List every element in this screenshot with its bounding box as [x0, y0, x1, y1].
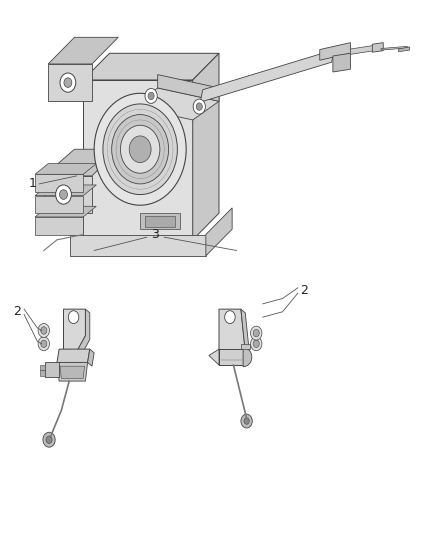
Circle shape [251, 337, 262, 351]
Polygon shape [35, 164, 96, 174]
Circle shape [43, 432, 55, 447]
Circle shape [60, 73, 76, 92]
Polygon shape [145, 216, 175, 227]
Circle shape [38, 337, 49, 351]
Polygon shape [243, 348, 252, 367]
Circle shape [38, 324, 49, 337]
Circle shape [103, 104, 177, 195]
Text: 1: 1 [29, 177, 37, 190]
Polygon shape [193, 53, 219, 240]
Circle shape [68, 311, 79, 324]
Polygon shape [40, 365, 45, 370]
Circle shape [251, 326, 262, 340]
Polygon shape [35, 217, 83, 235]
Circle shape [145, 88, 157, 103]
Circle shape [225, 311, 235, 324]
Polygon shape [64, 309, 85, 360]
Circle shape [56, 185, 71, 204]
Polygon shape [48, 64, 92, 101]
Polygon shape [35, 185, 96, 196]
Polygon shape [83, 80, 193, 240]
Polygon shape [381, 46, 407, 50]
Polygon shape [241, 344, 250, 349]
Polygon shape [44, 176, 92, 213]
Polygon shape [83, 53, 219, 80]
Circle shape [64, 78, 72, 87]
Circle shape [253, 329, 259, 337]
Circle shape [193, 99, 205, 114]
Circle shape [94, 93, 186, 205]
Polygon shape [333, 53, 350, 72]
Circle shape [148, 92, 154, 100]
Polygon shape [72, 309, 90, 364]
Polygon shape [35, 206, 96, 217]
Polygon shape [60, 366, 85, 378]
Circle shape [241, 414, 252, 428]
Polygon shape [219, 309, 245, 360]
Circle shape [41, 340, 47, 348]
Polygon shape [44, 149, 118, 176]
Polygon shape [399, 47, 410, 52]
Polygon shape [57, 349, 90, 362]
Text: 3: 3 [152, 228, 159, 241]
Polygon shape [40, 370, 45, 376]
Polygon shape [131, 88, 219, 120]
Polygon shape [35, 174, 83, 192]
Polygon shape [209, 349, 219, 365]
Polygon shape [45, 362, 59, 377]
Circle shape [41, 327, 47, 334]
Polygon shape [200, 50, 334, 102]
Polygon shape [88, 349, 94, 366]
Polygon shape [140, 213, 180, 229]
Polygon shape [238, 309, 250, 364]
Circle shape [129, 136, 151, 163]
Text: 2: 2 [300, 284, 308, 297]
Text: 2: 2 [14, 305, 21, 318]
Polygon shape [372, 43, 383, 52]
Circle shape [196, 103, 202, 110]
Polygon shape [57, 362, 88, 381]
Polygon shape [48, 37, 118, 64]
Polygon shape [219, 349, 243, 365]
Circle shape [112, 115, 169, 184]
Polygon shape [320, 43, 350, 60]
Circle shape [244, 418, 249, 424]
Circle shape [46, 436, 52, 443]
Circle shape [60, 190, 67, 199]
Circle shape [253, 340, 259, 348]
Polygon shape [350, 45, 374, 54]
Circle shape [120, 125, 160, 173]
Polygon shape [35, 196, 83, 213]
Polygon shape [70, 235, 206, 256]
Polygon shape [158, 75, 219, 101]
Polygon shape [206, 208, 232, 256]
